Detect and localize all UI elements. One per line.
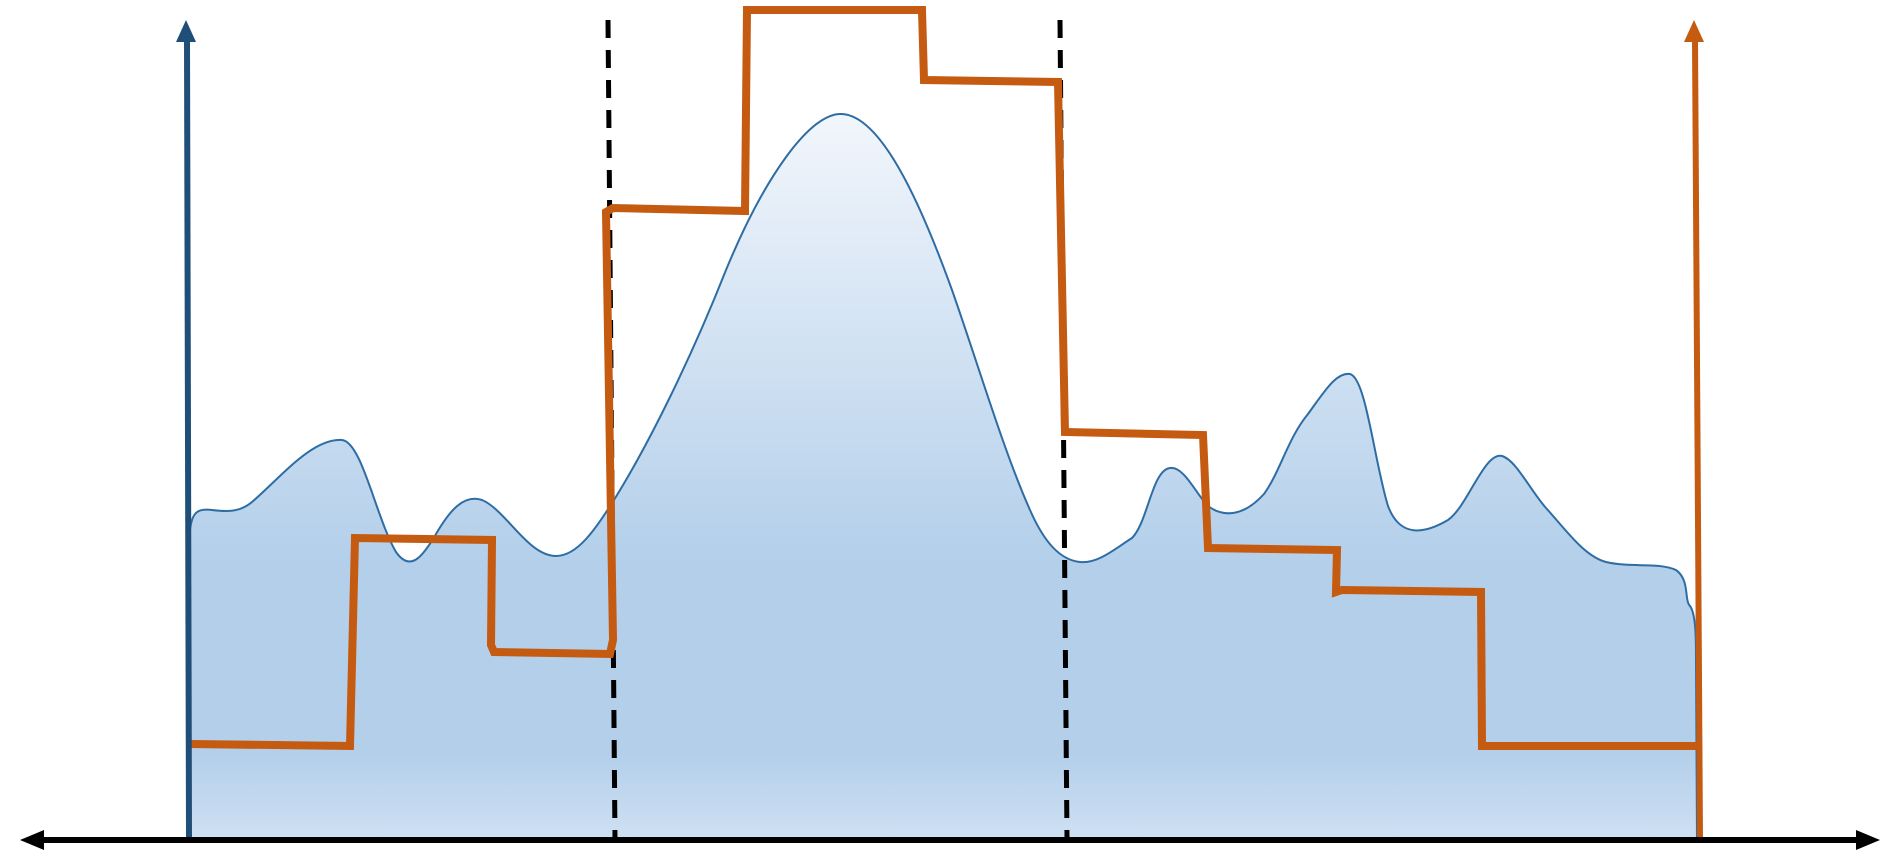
- baseline-right-arrowhead: [1856, 830, 1880, 850]
- left-vertical-axis-arrow: [184, 39, 192, 841]
- right-vertical-axis-arrow: [1692, 39, 1703, 841]
- left-axis-arrowhead: [176, 20, 196, 42]
- stepped-orange-line: [189, 5, 1697, 751]
- right-axis-arrowhead: [1684, 20, 1704, 42]
- dashed-divider-left: [605, 19, 618, 841]
- smooth-filled-curve: [189, 112, 1699, 841]
- baseline-left-arrowhead: [20, 830, 44, 850]
